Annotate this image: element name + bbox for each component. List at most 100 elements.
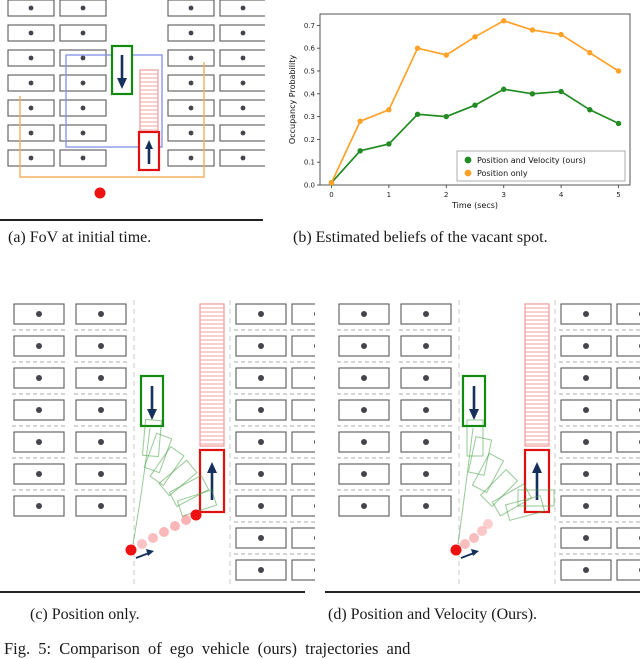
occupied-vehicle-dot	[80, 5, 86, 11]
occupied-vehicle-dot	[28, 130, 34, 136]
target-spot-red	[137, 130, 161, 172]
data-point	[357, 118, 363, 124]
parking-spot	[616, 303, 640, 325]
parking-spot	[291, 495, 315, 517]
target-spot-red	[523, 448, 551, 514]
occupied-vehicle-dot	[423, 311, 429, 317]
data-point	[357, 148, 363, 154]
data-point	[443, 113, 449, 120]
occupied-vehicle-dot	[583, 439, 589, 445]
x-tick-label: 1	[387, 191, 391, 199]
goal-spot-green	[110, 44, 134, 96]
data-point	[529, 27, 536, 33]
vacant-spot-belief	[199, 303, 225, 447]
occupied-vehicle-dot	[240, 55, 246, 61]
occupied-vehicle-dot	[240, 30, 246, 36]
occupied-vehicle-dot	[314, 311, 315, 317]
occupied-vehicle-dot	[583, 535, 589, 541]
occupied-vehicle-dot	[258, 439, 264, 445]
ego-vehicle-dot	[94, 187, 106, 199]
occupied-vehicle-dot	[258, 535, 264, 541]
occupied-vehicle-dot	[583, 311, 589, 317]
occupied-vehicle-dot	[188, 80, 194, 86]
occupied-vehicle-dot	[98, 503, 104, 509]
y-tick-label: 0.0	[304, 182, 315, 190]
y-axis-label: Occupancy Probability	[288, 55, 297, 144]
goal-spot-green	[461, 374, 487, 428]
occupied-vehicle-dot	[188, 55, 194, 61]
occupied-vehicle-dot	[80, 155, 86, 161]
occupied-vehicle-dot	[361, 311, 367, 317]
data-point	[558, 88, 564, 95]
occupied-vehicle-dot	[80, 80, 86, 86]
parking-spot	[291, 431, 315, 453]
parking-grid	[337, 300, 640, 586]
parking-spot	[291, 335, 315, 357]
ego-vehicle-dot	[450, 544, 462, 556]
y-tick-label: 0.5	[304, 68, 315, 76]
parking-spot	[291, 303, 315, 325]
occupied-vehicle-dot	[258, 471, 264, 477]
data-point	[615, 68, 622, 74]
parking-spot	[616, 527, 640, 549]
occupied-vehicle-dot	[240, 105, 246, 111]
occupied-vehicle-dot	[314, 535, 315, 541]
occupied-vehicle-dot	[36, 503, 42, 509]
separator-a	[0, 219, 263, 221]
y-tick-label: 0.3	[304, 113, 315, 121]
caption-a: (a) FoV at initial time.	[8, 229, 152, 246]
occupied-vehicle-dot	[361, 375, 367, 381]
occupied-vehicle-dot	[240, 130, 246, 136]
parking-spot	[616, 495, 640, 517]
x-tick-label: 5	[616, 191, 620, 199]
parking-spot	[291, 527, 315, 549]
y-tick-label: 0.1	[304, 159, 315, 167]
parking-spot	[291, 367, 315, 389]
occupied-vehicle-dot	[188, 30, 194, 36]
occupied-vehicle-dot	[314, 567, 315, 573]
panel-d-position-velocity	[325, 298, 640, 590]
occupied-vehicle-dot	[583, 343, 589, 349]
legend-marker	[464, 169, 472, 177]
data-point	[501, 86, 507, 92]
occupied-vehicle-dot	[314, 343, 315, 349]
occupied-vehicle-dot	[80, 130, 86, 136]
panel-c-position-only	[0, 298, 315, 590]
legend-marker	[464, 156, 472, 164]
occupied-vehicle-dot	[36, 311, 42, 317]
occupied-vehicle-dot	[258, 567, 264, 573]
panel-b-belief-chart: 0 1 2 3 4 5 0.0 0.1 0.2 0.3 0.4 0.5 0.6 0.7 Time (secs…	[286, 8, 638, 213]
parked-vehicle-dot	[190, 509, 202, 521]
occupied-vehicle-dot	[258, 311, 264, 317]
separator-d	[325, 591, 640, 593]
occupied-vehicle-dot	[188, 5, 194, 11]
y-tick-label: 0.6	[304, 45, 316, 53]
occupied-vehicle-dot	[423, 407, 429, 413]
figure-caption: Fig. 5: Comparison of ego vehicle (ours)…	[4, 639, 411, 658]
occupied-vehicle-dot	[423, 439, 429, 445]
occupied-vehicle-dot	[28, 105, 34, 111]
occupied-vehicle-dot	[423, 471, 429, 477]
occupied-vehicle-dot	[80, 55, 86, 61]
occupied-vehicle-dot	[258, 503, 264, 509]
occupied-vehicle-dot	[583, 375, 589, 381]
data-point	[328, 180, 335, 186]
occupied-vehicle-dot	[36, 439, 42, 445]
data-point	[386, 141, 392, 147]
occupied-vehicle-dot	[98, 311, 104, 317]
occupied-vehicle-dot	[36, 471, 42, 477]
y-tick-label: 0.2	[304, 136, 315, 144]
planned-path	[19, 62, 205, 178]
x-tick-label: 2	[444, 191, 448, 199]
parking-grid	[7, 0, 265, 167]
occupied-vehicle-dot	[36, 375, 42, 381]
occupied-vehicle-dot	[36, 407, 42, 413]
vacant-spot-belief	[524, 303, 550, 447]
y-tick-label: 0.4	[304, 90, 316, 98]
parking-spot	[616, 335, 640, 357]
occupied-vehicle-dot	[240, 5, 246, 11]
parking-spot	[291, 399, 315, 421]
occupied-vehicle-dot	[188, 155, 194, 161]
velocity-arrow-icon	[460, 549, 479, 559]
